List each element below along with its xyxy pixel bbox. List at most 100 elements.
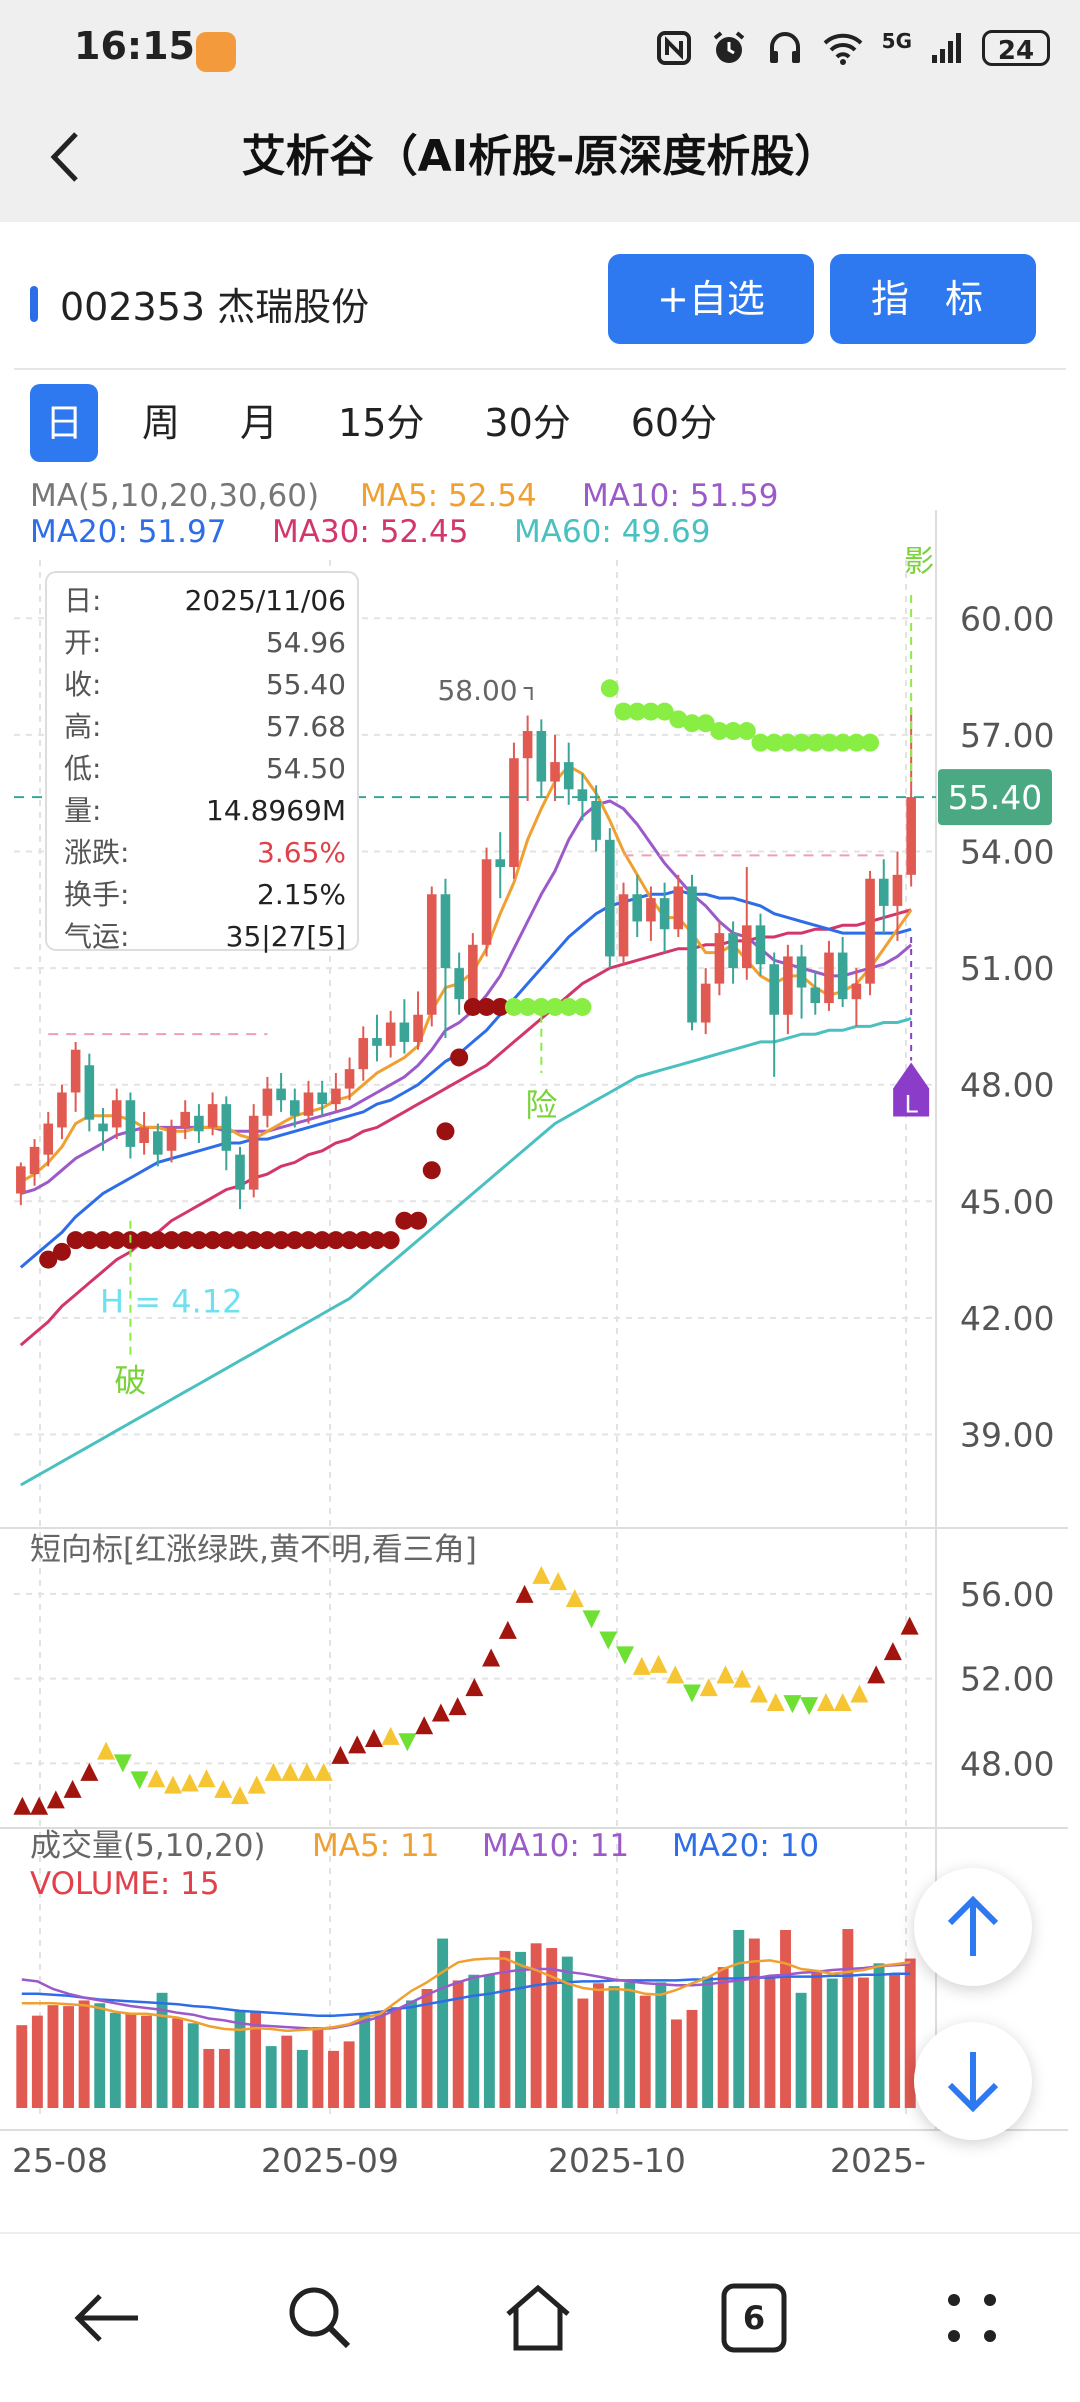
volume-bar	[702, 1976, 714, 2108]
home-icon[interactable]	[500, 2280, 576, 2356]
volume-bar	[733, 1929, 745, 2108]
green-signal-dot	[614, 702, 633, 721]
peak-arrow-icon	[523, 687, 533, 701]
indicator-title: 短向标[红涨绿跌,黄不明,看三角]	[30, 1532, 477, 1568]
trend-triangle	[683, 1684, 701, 1703]
red-signal-dot	[367, 1231, 386, 1250]
red-signal-dot	[326, 1231, 345, 1250]
status-bar: 16:15 5G 24	[0, 0, 1080, 92]
trend-triangle	[733, 1669, 752, 1688]
tabs-icon	[721, 2283, 787, 2353]
candle-body	[139, 1127, 149, 1143]
nfc-icon	[656, 31, 691, 65]
volume-bar	[343, 2041, 355, 2108]
candle-body	[824, 952, 834, 1004]
trend-triangle	[415, 1716, 434, 1735]
stock-marker	[30, 286, 38, 322]
trend-triangle	[800, 1697, 819, 1716]
volume-bar	[593, 1983, 604, 2108]
price-tick-label: 54.00	[960, 832, 1054, 871]
price-tick-label: 42.00	[960, 1299, 1054, 1338]
stock-bar: 002353 杰瑞股份 +自选 指 标	[0, 240, 1080, 360]
candle-body	[796, 956, 807, 988]
scroll-down-button[interactable]	[914, 2022, 1032, 2140]
back-arrow-icon[interactable]	[40, 122, 100, 192]
candle-body	[865, 878, 875, 984]
candle-body	[851, 983, 862, 1000]
red-signal-dot	[340, 1231, 359, 1250]
tab-day[interactable]: 日	[30, 384, 98, 462]
info-label: 涨跌:	[64, 836, 129, 869]
indicator-button[interactable]: 指 标	[830, 254, 1036, 344]
volume-bar	[47, 2005, 59, 2108]
candle-body	[399, 1022, 410, 1042]
ma20-legend: MA20: 51.97	[30, 514, 226, 550]
candle-body	[194, 1115, 204, 1132]
candle-body	[550, 762, 560, 782]
green-signal-dot	[641, 702, 660, 721]
trend-triangle	[616, 1646, 635, 1665]
volume-bar	[717, 1967, 729, 2108]
candle-body	[70, 1049, 81, 1093]
green-signal-dot	[546, 997, 565, 1016]
tab-30min[interactable]: 30分	[484, 401, 571, 445]
green-signal-dot	[683, 714, 701, 733]
app-header: 艾析谷（AI析股-原深度析股）	[0, 92, 1080, 222]
tab-60min[interactable]: 60分	[630, 401, 718, 445]
ma60-legend: MA60: 49.69	[514, 514, 710, 550]
app-notification-icon	[196, 32, 236, 72]
volume-bar	[499, 1950, 511, 2108]
green-signal-dot	[724, 722, 743, 741]
arrow-down-icon	[947, 2052, 999, 2113]
volume-bar	[483, 1974, 495, 2108]
candle-body	[426, 894, 437, 1015]
info-label: 低:	[64, 752, 101, 785]
candle-body	[481, 859, 492, 945]
scroll-up-button[interactable]	[914, 1868, 1032, 1986]
candle-body	[57, 1092, 67, 1128]
red-signal-dot	[107, 1231, 126, 1250]
add-watchlist-button[interactable]: +自选	[608, 254, 814, 344]
volume-bar	[452, 1980, 464, 2108]
candle-body	[906, 797, 916, 875]
l-marker-label: L	[904, 1090, 918, 1118]
volume-bar	[187, 2023, 199, 2108]
xian-label: 险	[525, 1086, 557, 1124]
volume-ma20-legend: MA20: 10	[672, 1828, 819, 1864]
volume-bar	[421, 1989, 433, 2108]
trend-triangle	[666, 1665, 685, 1684]
trend-triangle	[699, 1678, 718, 1697]
height-label: H = 4.12	[100, 1282, 242, 1320]
network-type: 5G	[881, 29, 912, 53]
stock-chart[interactable]: 60.00 57.00 54.00 51.00 48.00 45.00 42.00 39.00…	[0, 470, 1080, 2190]
period-tabs: 日 周 月 15分 30分 60分	[30, 384, 761, 464]
price-tick-label: 45.00	[960, 1182, 1054, 1221]
volume-bar	[63, 2006, 75, 2108]
more-icon[interactable]	[934, 2280, 1010, 2356]
price-tick-label: 57.00	[960, 716, 1054, 755]
search-icon[interactable]	[282, 2280, 358, 2356]
volume-bar	[826, 1978, 838, 2108]
candle-body	[522, 731, 533, 759]
candle-body	[741, 925, 752, 969]
current-price-tag	[938, 769, 1052, 826]
trend-triangle	[716, 1665, 735, 1684]
volume-bar	[842, 1929, 854, 2108]
candle-body	[687, 886, 697, 1023]
red-signal-dot	[381, 1231, 400, 1250]
tab-15min[interactable]: 15分	[338, 401, 425, 445]
back-icon[interactable]	[70, 2280, 146, 2356]
tab-week[interactable]: 周	[142, 401, 181, 445]
trend-triangle	[231, 1786, 249, 1805]
green-signal-dot	[532, 997, 551, 1016]
volume-bar	[639, 1995, 651, 2108]
candle-body	[111, 1100, 122, 1128]
trend-triangle	[649, 1654, 668, 1673]
green-signal-dot	[806, 733, 825, 752]
tabs-button[interactable]: 6	[716, 2280, 792, 2356]
candle-body	[810, 987, 821, 1004]
volume-bar	[359, 2014, 371, 2108]
red-signal-dot	[189, 1231, 208, 1250]
candle-body	[495, 859, 506, 868]
tab-month[interactable]: 月	[240, 401, 279, 445]
